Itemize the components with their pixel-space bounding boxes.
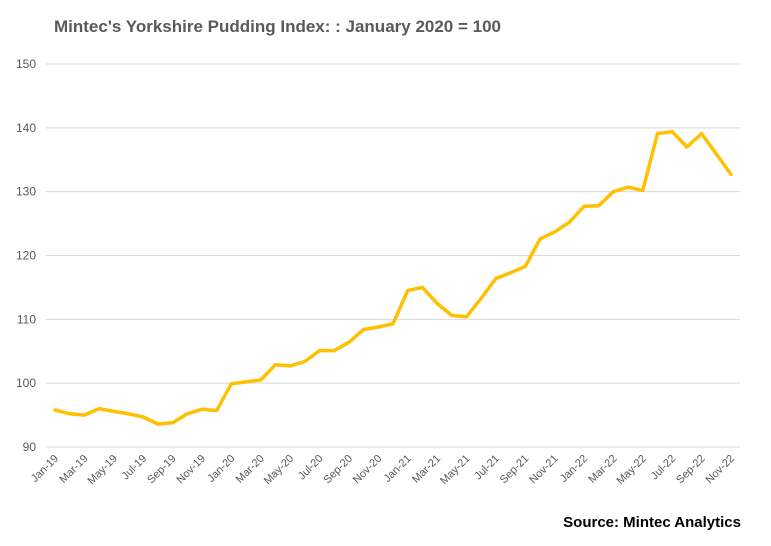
data-point bbox=[273, 363, 277, 367]
x-tick-label: Jan-19 bbox=[29, 453, 61, 485]
data-point bbox=[185, 412, 189, 416]
data-point bbox=[700, 132, 704, 136]
x-tick-label: Mar-22 bbox=[586, 453, 619, 486]
y-tick-label: 130 bbox=[16, 185, 36, 199]
data-point bbox=[376, 325, 380, 329]
x-tick-label: Jan-22 bbox=[558, 453, 590, 485]
data-point bbox=[362, 328, 366, 332]
data-point bbox=[553, 230, 557, 234]
x-tick-label: Sep-19 bbox=[145, 453, 179, 487]
x-tick-label: Nov-19 bbox=[175, 453, 209, 487]
data-point bbox=[611, 190, 615, 194]
data-point bbox=[200, 407, 204, 411]
x-tick-label: Mar-21 bbox=[410, 453, 443, 486]
x-tick-label: Mar-19 bbox=[57, 453, 90, 486]
series-line bbox=[53, 129, 733, 426]
y-axis-ticks: 90 100 110 120 130 140 150 bbox=[16, 57, 36, 454]
source-note: Source: Mintec Analytics bbox=[563, 514, 741, 531]
data-point bbox=[406, 289, 410, 293]
data-point bbox=[126, 412, 130, 416]
y-tick-label: 150 bbox=[16, 57, 36, 71]
x-tick-label: May-19 bbox=[85, 453, 119, 487]
data-point bbox=[112, 409, 116, 413]
y-tick-label: 140 bbox=[16, 121, 36, 135]
data-point bbox=[259, 378, 263, 382]
data-point bbox=[538, 237, 542, 241]
data-point bbox=[567, 220, 571, 224]
x-tick-label: Nov-22 bbox=[704, 453, 738, 487]
series-layer bbox=[53, 129, 733, 426]
data-point bbox=[450, 314, 454, 318]
data-point bbox=[97, 407, 101, 411]
y-tick-label: 100 bbox=[16, 376, 36, 390]
x-tick-label: Nov-20 bbox=[351, 453, 385, 487]
x-tick-label: May-22 bbox=[615, 453, 649, 487]
data-point bbox=[597, 204, 601, 208]
data-point bbox=[523, 264, 527, 268]
data-point bbox=[68, 412, 72, 416]
data-point bbox=[391, 322, 395, 326]
data-point bbox=[229, 382, 233, 386]
x-tick-label: Sep-22 bbox=[674, 453, 708, 487]
data-point bbox=[215, 409, 219, 413]
chart-title: Mintec's Yorkshire Pudding Index: : Janu… bbox=[54, 17, 501, 36]
data-point bbox=[509, 271, 513, 275]
data-point bbox=[685, 145, 689, 149]
x-tick-label: May-20 bbox=[262, 453, 296, 487]
data-point bbox=[582, 204, 586, 208]
x-tick-label: May-21 bbox=[438, 453, 472, 487]
gridlines bbox=[46, 63, 740, 448]
data-point bbox=[656, 132, 660, 136]
x-tick-label: Sep-21 bbox=[498, 453, 532, 487]
data-point bbox=[464, 315, 468, 319]
data-point bbox=[318, 349, 322, 353]
data-point bbox=[420, 285, 424, 289]
x-tick-label: Mar-20 bbox=[234, 453, 267, 486]
data-point bbox=[435, 301, 439, 305]
data-point bbox=[670, 130, 674, 134]
x-tick-label: Jan-21 bbox=[382, 453, 414, 485]
y-tick-label: 110 bbox=[17, 312, 36, 326]
data-point bbox=[156, 422, 160, 426]
data-point bbox=[82, 413, 86, 417]
data-point bbox=[303, 359, 307, 363]
data-point bbox=[641, 188, 645, 192]
data-point bbox=[494, 276, 498, 280]
data-point bbox=[171, 421, 175, 425]
x-tick-label: Sep-20 bbox=[321, 453, 355, 487]
data-point bbox=[347, 340, 351, 344]
data-point bbox=[479, 296, 483, 300]
data-point bbox=[626, 185, 630, 189]
data-point bbox=[53, 408, 57, 412]
data-point bbox=[714, 152, 718, 156]
data-point bbox=[244, 380, 248, 384]
y-tick-label: 90 bbox=[23, 440, 37, 454]
y-tick-label: 120 bbox=[16, 249, 36, 263]
data-point bbox=[141, 415, 145, 419]
x-tick-label: Nov-21 bbox=[527, 453, 561, 487]
data-point bbox=[332, 349, 336, 353]
data-point bbox=[288, 364, 292, 368]
data-point bbox=[729, 172, 733, 176]
x-tick-label: Jan-20 bbox=[205, 453, 237, 485]
